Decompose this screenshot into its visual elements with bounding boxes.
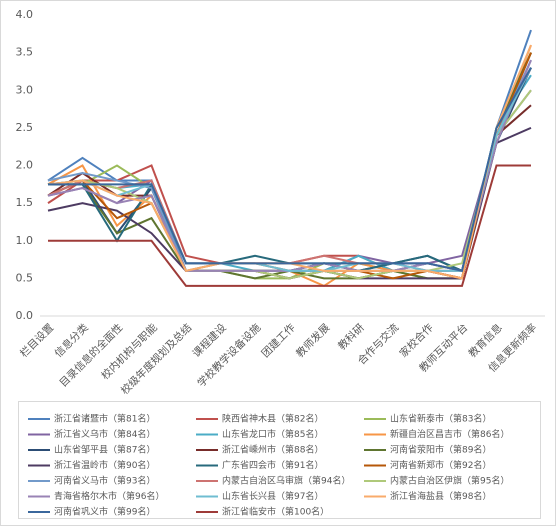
legend-label: 内蒙古自治区乌审旗（第94名） [222,475,350,487]
legend-label: 浙江省义乌市（第84名） [54,428,155,440]
y-tick-label: 1.5 [16,196,34,209]
series-line [47,89,532,280]
legend-label: 山东省邹平县（第87名） [54,444,155,456]
legend-label: 浙江省温岭市（第90名） [54,459,155,471]
legend-label: 浙江省嵊州市（第88名） [222,444,323,456]
series-line [48,164,531,287]
series-line [47,67,532,272]
legend-label: 陕西省神木县（第82名） [222,413,323,425]
legend-label: 广东省四会市（第91名） [222,459,323,471]
y-tick-label: 3.0 [16,83,34,96]
y-tick-label: 2.0 [16,159,34,172]
legend-label: 河南省义马市（第93名） [54,475,155,487]
y-tick-label: 2.5 [16,121,34,134]
legend-label: 河南省荥阳市（第89名） [390,444,491,456]
legend: 浙江省诸暨市（第81名） 陕西省神木县（第82名） 山东省新泰市（第83名） 浙江省义… [28,413,509,518]
legend-label: 河南省巩义市（第99名） [54,506,155,518]
legend-label: 浙江省海盐县（第98名） [390,490,491,502]
y-tick-label: 1.0 [16,234,34,247]
y-tick-label: 4.0 [16,8,34,21]
y-tick-label: 3.5 [16,46,34,59]
legend-label: 山东省长兴县（第97名） [222,490,323,502]
y-tick-label: 0.0 [16,309,34,322]
legend-label: 浙江省诸暨市（第81名） [54,413,155,425]
legend-label: 新疆自治区昌吉市（第86名） [390,428,509,440]
legend-label: 内蒙古自治区伊旗（第95名） [390,475,509,487]
legend-label: 河南省新郑市（第92名） [390,459,491,471]
legend-label: 浙江省临安市（第100名） [222,506,329,518]
legend-label: 山东省龙口市（第85名） [222,428,323,440]
y-tick-label: 0.5 [16,271,34,284]
legend-label: 青海省格尔木市（第96名） [54,490,164,502]
legend-label: 山东省新泰市（第83名） [390,413,491,425]
legend-box [18,401,541,519]
series-line [48,67,532,273]
